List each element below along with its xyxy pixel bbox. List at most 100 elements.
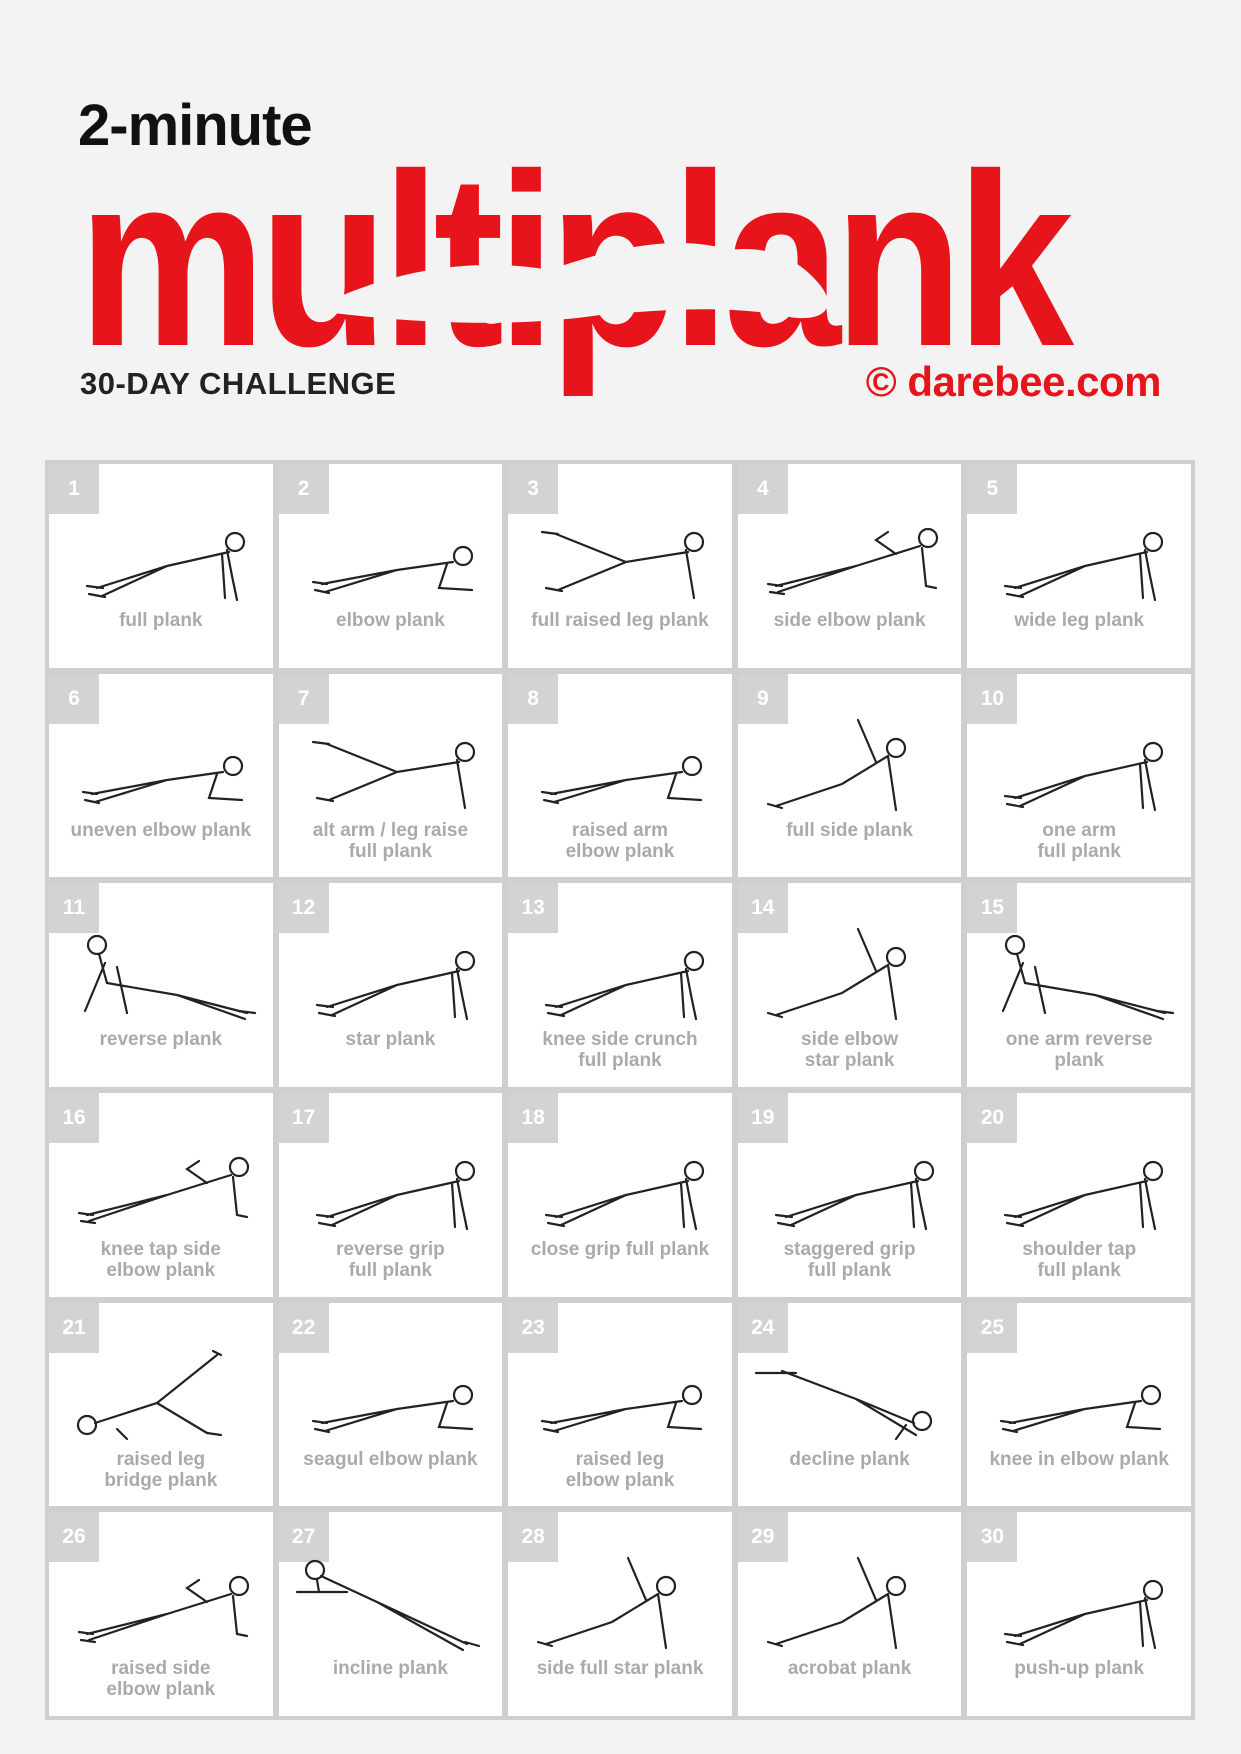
day-card-11[interactable]: 11 reverse plank bbox=[49, 883, 273, 1087]
day-card-29[interactable]: 29 acrobat plank bbox=[737, 1512, 962, 1716]
exercise-figure-elbow bbox=[541, 1384, 703, 1433]
day-number-badge: 1 bbox=[49, 464, 99, 514]
page-title: multiplank bbox=[78, 123, 1074, 398]
challenge-subtitle: 30-DAY CHALLENGE bbox=[80, 366, 397, 401]
day-card-30[interactable]: 30 push-up plank bbox=[967, 1512, 1191, 1716]
day-card-1[interactable]: 1 full plank bbox=[49, 464, 273, 668]
day-number-badge: 27 bbox=[278, 1512, 329, 1563]
exercise-label: one arm reverse plank bbox=[971, 1029, 1187, 1071]
exercise-label-line: uneven elbow plank bbox=[70, 819, 252, 841]
exercise-figure-plank bbox=[315, 1160, 475, 1231]
day-card-20[interactable]: 20 shoulder tap full plank bbox=[967, 1093, 1191, 1297]
exercise-figure-elbow bbox=[541, 755, 703, 804]
day-card-28[interactable]: 28 side full star plank bbox=[508, 1512, 732, 1716]
exercise-label: knee in elbow plank bbox=[971, 1449, 1187, 1470]
day-number-badge: 23 bbox=[508, 1302, 559, 1353]
day-card-10[interactable]: 10 one arm full plank bbox=[967, 673, 1191, 878]
day-card-15[interactable]: 15 one arm reverse plank bbox=[967, 883, 1191, 1087]
day-card-16[interactable]: 16 knee tap side elbow plank bbox=[49, 1093, 273, 1297]
day-card-21[interactable]: 21 raised leg bridge plank bbox=[49, 1302, 273, 1507]
exercise-label: full plank bbox=[53, 610, 269, 631]
day-card-18[interactable]: 18 close grip full plank bbox=[508, 1093, 732, 1297]
exercise-label-line: plank bbox=[1054, 1050, 1104, 1072]
exercise-label: side full star plank bbox=[512, 1658, 728, 1679]
day-number-badge: 8 bbox=[508, 673, 559, 724]
brand-link[interactable]: © darebee.com bbox=[865, 358, 1162, 405]
day-number-badge: 11 bbox=[49, 883, 99, 934]
day-card-12[interactable]: 12 star plank bbox=[278, 883, 503, 1087]
exercise-label-line: elbow plank bbox=[336, 610, 445, 631]
exercise-label: side elbow star plank bbox=[742, 1029, 958, 1071]
day-card-7[interactable]: 7 alt arm / leg raise full plank bbox=[278, 673, 503, 878]
exercise-label-line: full plank bbox=[578, 1050, 662, 1072]
day-number-badge: 20 bbox=[967, 1093, 1018, 1143]
exercise-figure-side-arm bbox=[766, 718, 906, 811]
exercise-label-line: side full star plank bbox=[536, 1658, 704, 1680]
exercise-label: incline plank bbox=[283, 1658, 499, 1679]
title-prefix: 2-minute bbox=[78, 93, 313, 158]
exercise-label-line: full plank bbox=[807, 1260, 892, 1281]
day-number-badge: 19 bbox=[737, 1093, 788, 1143]
day-card-19[interactable]: 19 staggered grip full plank bbox=[737, 1093, 962, 1297]
day-card-22[interactable]: 22 seagul elbow plank bbox=[278, 1302, 503, 1507]
exercise-figure-side bbox=[77, 1576, 250, 1644]
day-number-badge: 25 bbox=[967, 1302, 1018, 1353]
day-number-badge: 28 bbox=[508, 1512, 559, 1563]
exercise-label: push-up plank bbox=[971, 1658, 1187, 1679]
exercise-label-line: shoulder tap bbox=[1022, 1239, 1137, 1260]
day-card-25[interactable]: 25 knee in elbow plank bbox=[967, 1302, 1191, 1507]
exercise-label-line: raised leg bbox=[116, 1448, 206, 1470]
day-number-badge: 13 bbox=[508, 883, 559, 934]
day-card-8[interactable]: 8 raised arm elbow plank bbox=[508, 673, 732, 878]
day-number-badge: 4 bbox=[737, 464, 788, 514]
exercise-label: reverse grip full plank bbox=[283, 1239, 499, 1281]
exercise-label-line: reverse grip bbox=[335, 1239, 445, 1260]
day-card-2[interactable]: 2 elbow plank bbox=[278, 464, 503, 668]
day-number-badge: 12 bbox=[278, 883, 329, 934]
exercise-figure-plank bbox=[85, 531, 246, 602]
exercise-label-line: seagul elbow plank bbox=[303, 1448, 478, 1470]
exercise-label-line: full plank bbox=[1037, 1260, 1121, 1281]
exercise-figure-plank bbox=[774, 1160, 934, 1231]
day-number-badge: 29 bbox=[737, 1512, 788, 1563]
exercise-label: knee tap side elbow plank bbox=[53, 1239, 269, 1281]
exercise-label-line: elbow plank bbox=[106, 1679, 216, 1701]
day-card-6[interactable]: 6 uneven elbow plank bbox=[49, 673, 273, 878]
header: 2-minute multiplank 30-DAY CHALLENGE © d… bbox=[0, 0, 1241, 430]
day-card-26[interactable]: 26 raised side elbow plank bbox=[49, 1512, 273, 1716]
exercise-label: star plank bbox=[283, 1029, 499, 1050]
day-card-17[interactable]: 17 reverse grip full plank bbox=[278, 1093, 503, 1297]
day-card-24[interactable]: 24 decline plank bbox=[737, 1302, 962, 1507]
day-card-13[interactable]: 13 knee side crunch full plank bbox=[508, 883, 732, 1087]
day-number-badge: 6 bbox=[49, 673, 99, 724]
day-card-27[interactable]: 27 incline plank bbox=[278, 1512, 503, 1716]
day-card-9[interactable]: 9 full side plank bbox=[737, 673, 962, 878]
day-number-badge: 16 bbox=[49, 1093, 99, 1143]
exercise-label: acrobat plank bbox=[742, 1658, 958, 1679]
exercise-label: full side plank bbox=[742, 820, 958, 841]
exercise-label-line: incline plank bbox=[332, 1658, 448, 1680]
exercise-label-line: raised side bbox=[111, 1658, 211, 1680]
day-card-4[interactable]: 4 side elbow plank bbox=[737, 464, 962, 668]
exercise-label-line: elbow plank bbox=[106, 1260, 216, 1281]
exercise-label: raised arm elbow plank bbox=[512, 820, 728, 862]
exercise-label-line: one arm reverse bbox=[1005, 1029, 1153, 1051]
exercise-label: decline plank bbox=[742, 1449, 958, 1470]
day-card-5[interactable]: 5 wide leg plank bbox=[967, 464, 1191, 668]
day-card-14[interactable]: 14 side elbow star plank bbox=[737, 883, 962, 1087]
exercise-label-line: close grip full plank bbox=[530, 1239, 710, 1260]
exercise-figure-elbow bbox=[311, 1384, 473, 1433]
exercise-label-line: side elbow plank bbox=[773, 610, 926, 631]
exercise-label: wide leg plank bbox=[971, 610, 1187, 631]
day-card-23[interactable]: 23 raised leg elbow plank bbox=[508, 1302, 732, 1507]
exercise-label-line: elbow plank bbox=[565, 1469, 675, 1491]
exercise-label-line: full side plank bbox=[786, 819, 913, 841]
day-card-3[interactable]: 3 full raised leg plank bbox=[508, 464, 732, 668]
exercise-figure-plank bbox=[315, 951, 475, 1021]
exercise-label-line: full raised leg plank bbox=[531, 610, 709, 631]
title-plank-figure bbox=[310, 242, 828, 323]
exercise-label-line: raised arm bbox=[571, 819, 669, 841]
exercise-figure-elbow bbox=[81, 755, 244, 804]
exercise-figure-elbow bbox=[1000, 1384, 1162, 1433]
day-number-badge: 9 bbox=[737, 673, 788, 724]
